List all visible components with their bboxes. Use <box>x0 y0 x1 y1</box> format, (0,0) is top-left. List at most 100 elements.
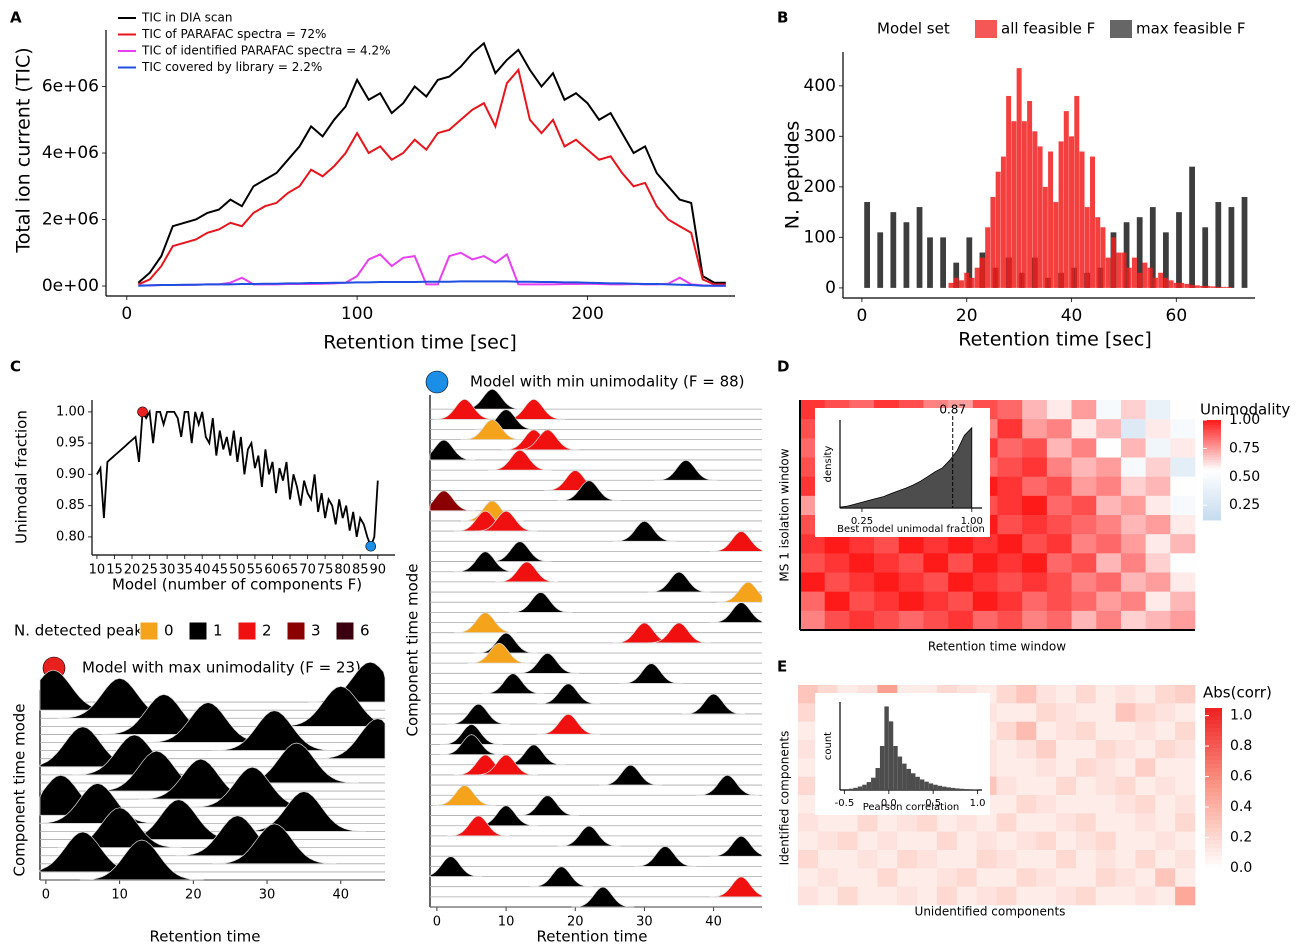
bar <box>940 237 946 288</box>
y-tick-label: 0 <box>825 278 836 298</box>
ridge-peak <box>467 642 531 664</box>
y-tick-label: 6e+06 <box>42 77 99 97</box>
bar <box>916 207 923 288</box>
colorbar-step <box>1205 740 1222 745</box>
heatmap-cell <box>1096 553 1122 573</box>
bar <box>969 277 975 288</box>
colorbar-step <box>1205 780 1222 785</box>
bar <box>1142 262 1148 288</box>
histogram-bar <box>862 784 867 790</box>
bar <box>1011 121 1017 288</box>
heatmap-cell <box>1096 400 1122 420</box>
bar <box>1121 252 1127 288</box>
colorbar-step <box>1203 420 1221 423</box>
ridge-peak <box>536 683 600 705</box>
bar <box>1221 286 1227 288</box>
heatmap-cell <box>877 886 898 906</box>
heatmap-cell <box>1022 553 1048 573</box>
heatmap-cell <box>1022 400 1048 420</box>
x-tick-label: 35 <box>176 563 193 578</box>
heatmap-cell <box>956 886 977 906</box>
panel-label: B <box>777 9 788 27</box>
bar <box>953 262 960 288</box>
heatmap-cell <box>1145 572 1171 592</box>
heatmap-cell <box>800 591 825 612</box>
heatmap-cell <box>1016 721 1037 741</box>
ridge-peak <box>647 571 711 593</box>
bar <box>1069 136 1075 288</box>
heatmap-cell <box>897 850 918 869</box>
heatmap-cell <box>917 831 938 851</box>
heatmap-cell <box>1155 685 1176 704</box>
heatmap-cell <box>1036 703 1057 722</box>
heatmap-cell <box>972 534 998 554</box>
heatmap-cell <box>956 831 977 851</box>
colorbar-step <box>1205 856 1222 861</box>
heatmap-cell <box>824 553 850 573</box>
heatmap-cell <box>1016 868 1037 887</box>
heatmap-cell <box>997 457 1023 477</box>
histogram-bar <box>911 773 916 790</box>
heatmap-cell <box>948 572 974 592</box>
heatmap-cell <box>1175 813 1196 832</box>
heatmap-cell <box>1016 886 1037 906</box>
colorbar-step <box>1205 752 1222 757</box>
bar <box>1147 267 1153 288</box>
panel-label: C <box>10 358 21 376</box>
heatmap-cell <box>917 886 938 906</box>
heatmap-cell <box>1115 721 1136 741</box>
colorbar-label: 1.0 <box>1230 708 1252 724</box>
bar <box>1021 121 1027 288</box>
bar <box>1053 202 1059 288</box>
panel-label: E <box>777 658 787 676</box>
heatmap-cell <box>1155 776 1176 796</box>
heatmap-cell <box>1175 703 1196 722</box>
bar <box>1016 68 1022 288</box>
heatmap-cell <box>1155 721 1176 741</box>
heatmap-cell <box>1046 591 1072 612</box>
legend-label: 0 <box>164 622 174 640</box>
bar <box>1100 227 1106 288</box>
colorbar-label: 1.00 <box>1229 412 1260 428</box>
colorbar-step <box>1203 452 1221 456</box>
heatmap-cell <box>1135 795 1156 814</box>
ridge-peak <box>433 785 497 806</box>
bar <box>1105 257 1111 288</box>
heatmap-cell <box>798 850 819 869</box>
heatmap-cell <box>1120 534 1146 554</box>
bar <box>903 222 910 288</box>
bar <box>1137 272 1143 288</box>
colorbar-step <box>1203 447 1221 451</box>
heatmap-cell <box>1071 572 1097 592</box>
heatmap-cell <box>798 831 819 851</box>
x-tick-label: 20 <box>567 915 584 930</box>
heatmap-cell <box>849 610 875 631</box>
bar <box>1215 286 1221 288</box>
bar <box>1200 285 1206 288</box>
heatmap-cell <box>1120 438 1146 458</box>
heatmap-cell <box>1170 553 1196 573</box>
heatmap-cell <box>1175 868 1196 887</box>
heatmap-cell <box>1120 476 1146 497</box>
y-axis-label: Total ion current (TIC) <box>13 47 35 253</box>
heatmap-cell <box>1155 813 1176 832</box>
bar <box>1110 237 1116 288</box>
ridge-peak <box>446 703 510 725</box>
x-tick-label: 10 <box>498 915 515 930</box>
colorbar-step <box>1203 425 1221 428</box>
heatmap-cell <box>798 685 819 704</box>
bar <box>995 171 1001 288</box>
bar <box>1063 111 1069 288</box>
heatmap-cell <box>1120 400 1146 420</box>
colorbar-step <box>1205 844 1222 849</box>
ridge-peak <box>516 429 580 451</box>
colorbar-label: 0.0 <box>1230 860 1252 876</box>
heatmap-cell <box>1056 685 1077 704</box>
x-tick-label: 20 <box>124 563 141 578</box>
heatmap-cell <box>997 610 1023 631</box>
heatmap-cell <box>877 813 898 832</box>
bar <box>1074 95 1080 288</box>
colorbar-step <box>1205 808 1222 813</box>
histogram-bar <box>902 763 907 790</box>
colorbar-step <box>1205 840 1222 845</box>
